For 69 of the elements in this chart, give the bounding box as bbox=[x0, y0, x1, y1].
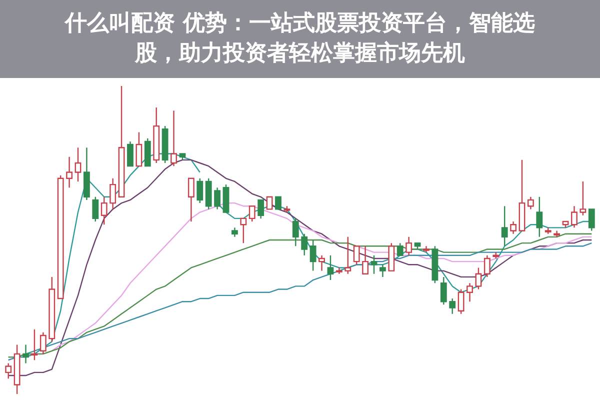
candlestick bbox=[475, 267, 482, 290]
candlestick bbox=[580, 180, 586, 216]
candlestick bbox=[544, 227, 552, 234]
chart-title: 什么叫配资 优势：一站式股票投资平台，智能选股，助力投资者轻松掌握市场先机 bbox=[63, 10, 536, 68]
candlestick bbox=[100, 196, 108, 226]
candlestick bbox=[518, 159, 526, 232]
candlestick bbox=[379, 264, 386, 278]
candlestick bbox=[571, 206, 578, 228]
candlestick bbox=[196, 178, 204, 204]
candlestick bbox=[31, 328, 38, 361]
candlestick bbox=[336, 267, 342, 274]
candlestick bbox=[388, 242, 395, 272]
candlestick bbox=[14, 344, 20, 395]
candlestick bbox=[327, 254, 334, 281]
candlestick bbox=[562, 220, 569, 228]
candlestick bbox=[458, 288, 464, 315]
candlestick bbox=[423, 246, 430, 253]
candlestick bbox=[492, 252, 500, 260]
candlestick bbox=[344, 236, 352, 274]
candlestick bbox=[466, 282, 473, 302]
candlestick bbox=[588, 208, 595, 232]
candlestick bbox=[153, 106, 160, 164]
candlestick bbox=[205, 178, 212, 210]
candlestick bbox=[179, 153, 186, 161]
candlestick bbox=[248, 206, 256, 222]
candlestick bbox=[83, 147, 90, 201]
candlestick bbox=[118, 85, 125, 198]
candlestick bbox=[501, 206, 508, 247]
candlestick bbox=[449, 298, 456, 315]
candlestick bbox=[536, 196, 543, 238]
candlestick bbox=[214, 187, 221, 210]
candlestick bbox=[266, 196, 273, 210]
candlestick bbox=[554, 230, 560, 238]
candlestick bbox=[144, 138, 151, 167]
candlestick bbox=[5, 362, 12, 380]
candlestick bbox=[432, 246, 438, 284]
candlestick bbox=[484, 254, 490, 278]
candlestick bbox=[231, 227, 238, 238]
candlestick bbox=[66, 156, 73, 188]
candlestick bbox=[292, 218, 299, 247]
candlestick bbox=[188, 178, 194, 222]
candlestick bbox=[127, 140, 134, 167]
candlestick bbox=[170, 110, 177, 167]
candlestick bbox=[406, 236, 412, 256]
candlestick bbox=[396, 242, 404, 256]
candlestick bbox=[136, 132, 142, 167]
candlestick bbox=[284, 206, 290, 213]
candlestick bbox=[258, 199, 264, 220]
candlestick bbox=[222, 184, 230, 213]
candlestick bbox=[510, 220, 517, 234]
candlestick bbox=[92, 196, 99, 222]
candlestick bbox=[310, 239, 316, 272]
candlestick bbox=[301, 233, 308, 256]
candlestick bbox=[370, 254, 378, 274]
candlestick bbox=[40, 332, 46, 355]
candlestick bbox=[527, 196, 534, 210]
candlestick bbox=[318, 254, 325, 272]
candlestick bbox=[414, 242, 421, 250]
candlestick bbox=[48, 276, 56, 342]
candlestick bbox=[353, 246, 360, 266]
candlestick bbox=[362, 246, 369, 274]
candlestick bbox=[110, 178, 116, 210]
candlestick bbox=[275, 196, 282, 210]
candlestick bbox=[57, 174, 64, 300]
candlestick bbox=[74, 147, 82, 182]
candlestick bbox=[162, 125, 168, 164]
candlestick bbox=[22, 344, 29, 364]
candlestick bbox=[440, 276, 447, 306]
candlestick bbox=[240, 218, 247, 244]
